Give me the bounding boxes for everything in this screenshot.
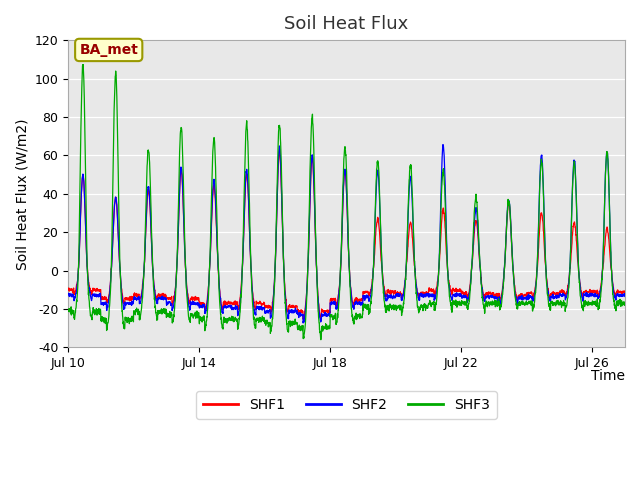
Y-axis label: Soil Heat Flux (W/m2): Soil Heat Flux (W/m2) [15, 118, 29, 269]
Text: Time: Time [591, 369, 625, 383]
Text: BA_met: BA_met [79, 43, 138, 57]
Title: Soil Heat Flux: Soil Heat Flux [284, 15, 409, 33]
Legend: SHF1, SHF2, SHF3: SHF1, SHF2, SHF3 [196, 391, 497, 419]
